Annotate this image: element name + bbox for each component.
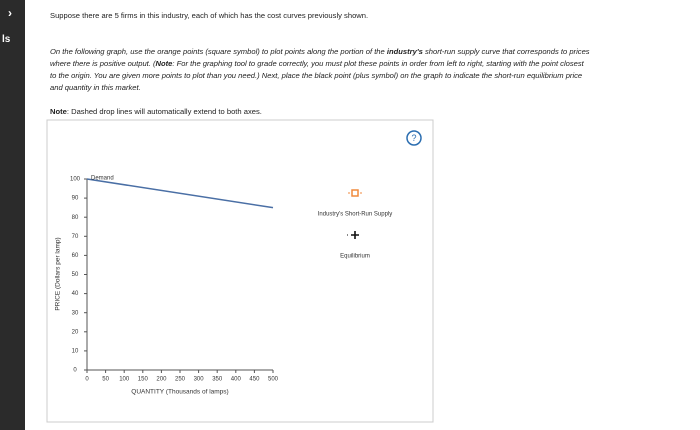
y-tick-label: 100 — [70, 177, 81, 183]
line — [86, 178, 274, 209]
x-axis-label: QUANTITY (Thousands of lamps) — [131, 389, 228, 396]
series-label: Demand — [91, 176, 114, 182]
y-tick-label: 60 — [72, 253, 79, 259]
graph-panel — [46, 119, 434, 423]
legend-symbol — [351, 189, 359, 197]
sidebar-toggle[interactable]: › — [8, 6, 12, 20]
x-tick-label: 200 — [156, 377, 167, 383]
y-axis-label: PRICE (Dollars per lamp) — [55, 237, 62, 310]
y-tick-label: 70 — [72, 234, 79, 240]
x-tick-label: 0 — [85, 377, 89, 383]
y-tick-label: 30 — [72, 310, 79, 316]
x-tick-label: 400 — [231, 377, 242, 383]
sidebar: › ls — [0, 0, 25, 430]
y-tick-label: 40 — [72, 291, 79, 297]
text: : For the graphing tool to grade correct… — [50, 59, 584, 92]
instructions: On the following graph, use the orange p… — [50, 46, 590, 94]
x-tick-label: 300 — [194, 377, 205, 383]
note-label: Note — [50, 107, 67, 116]
help-icon[interactable]: ? — [411, 133, 416, 143]
help-button[interactable] — [406, 130, 422, 146]
legend-label: Equilibrium — [340, 254, 370, 260]
x-tick-label: 350 — [212, 377, 223, 383]
text: short-run supply curve that corresponds … — [50, 47, 590, 68]
prompt: Suppose there are 5 firms in this indust… — [50, 11, 369, 20]
x-tick-label: 450 — [249, 377, 260, 383]
note: Note: Dashed drop lines will automatical… — [50, 106, 590, 118]
text: Note — [155, 59, 173, 68]
y-tick-label: 80 — [72, 215, 79, 221]
y-tick-label: 0 — [73, 368, 77, 374]
y-tick-label: 50 — [72, 272, 79, 278]
y-tick-label: 10 — [72, 348, 79, 354]
x-tick-label: 250 — [175, 377, 186, 383]
text: industry's — [386, 47, 423, 56]
y-tick-label: 90 — [72, 196, 79, 202]
y-tick-label: 20 — [72, 329, 79, 335]
x-tick-label: 100 — [119, 377, 130, 383]
sidebar-label: ls — [2, 34, 11, 45]
note-text: : Dashed drop lines will automatically e… — [66, 107, 262, 116]
x-tick-label: 500 — [268, 377, 279, 383]
x-tick-label: 50 — [102, 377, 109, 383]
x-tick-label: 150 — [138, 377, 149, 383]
text: On the following graph, use the orange p… — [50, 47, 387, 56]
legend-symbol — [351, 231, 359, 239]
legend-label: Industry's Short-Run Supply — [318, 212, 393, 218]
